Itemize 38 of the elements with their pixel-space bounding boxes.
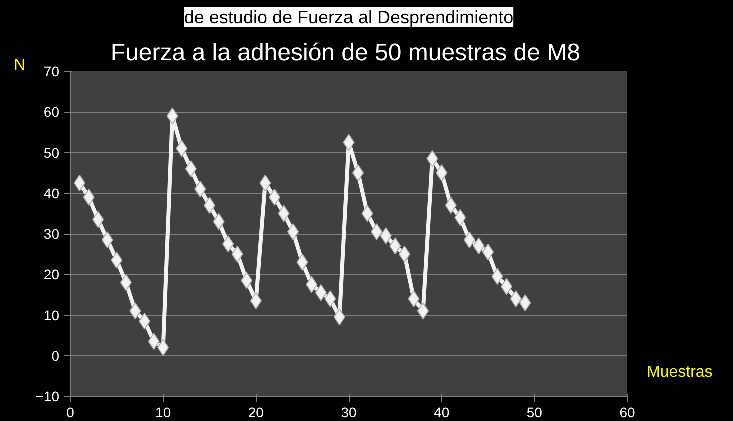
x-tick-label: 10 — [156, 404, 172, 420]
point — [408, 290, 420, 308]
point — [398, 246, 411, 263]
point — [204, 197, 216, 214]
x-tick-label: 0 — [66, 404, 75, 420]
x-tick-label: 40 — [434, 404, 450, 420]
point — [500, 278, 513, 296]
y-tick-label: 40 — [44, 185, 60, 202]
x-tick-label: 60 — [620, 404, 636, 420]
y-tick-label: 30 — [44, 226, 60, 242]
x-tick-label: 50 — [526, 404, 543, 420]
y-tick-label: 0 — [52, 348, 60, 364]
y-axis-title: N — [14, 56, 26, 76]
point — [464, 232, 476, 249]
point — [324, 290, 336, 308]
y-tick-label: 60 — [44, 104, 60, 120]
y-tick-label: −10 — [36, 388, 60, 404]
point — [74, 174, 86, 192]
x-tick-label: 20 — [248, 404, 264, 420]
point — [185, 160, 198, 178]
point — [268, 188, 281, 206]
point — [222, 236, 234, 253]
y-tick-label: 10 — [44, 307, 60, 324]
point — [138, 312, 151, 330]
chart-subtitle: de estudio de Fuerza al Desprendimiento — [184, 8, 514, 28]
y-tick-label: 70 — [44, 64, 60, 80]
point — [287, 223, 300, 240]
point — [417, 302, 430, 320]
point — [352, 164, 364, 182]
point — [510, 290, 522, 308]
chart-title: Fuerza a la adhesión de 50 muestras de M8 — [110, 40, 580, 66]
x-tick-label: 30 — [341, 404, 357, 420]
point — [482, 244, 494, 261]
y-tick-label: 20 — [44, 266, 60, 283]
y-tick-label: 50 — [44, 144, 60, 161]
x-axis-title: Muestras — [647, 363, 713, 383]
point — [334, 308, 346, 326]
point — [120, 274, 132, 292]
